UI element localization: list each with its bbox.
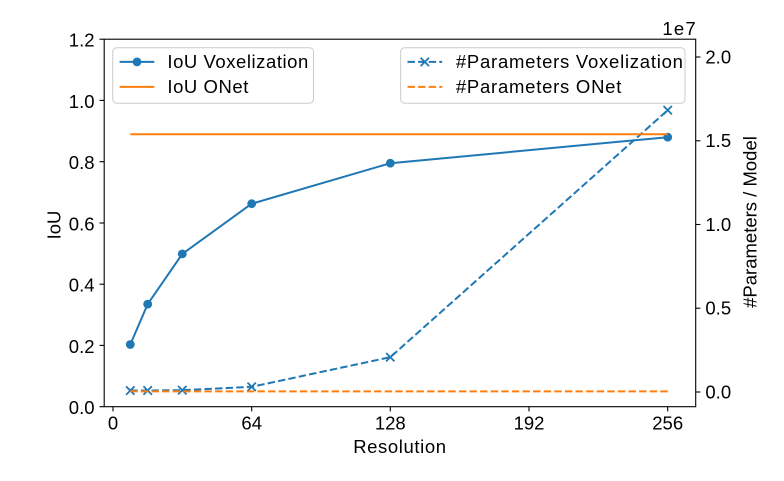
svg-text:IoU ONet: IoU ONet [167, 76, 249, 97]
svg-text:0.5: 0.5 [705, 298, 731, 319]
svg-text:64: 64 [241, 412, 262, 433]
svg-text:#Parameters ONet: #Parameters ONet [456, 76, 622, 97]
svg-text:128: 128 [375, 412, 406, 433]
svg-text:IoU Voxelization: IoU Voxelization [167, 51, 308, 72]
svg-text:0.4: 0.4 [69, 275, 95, 296]
svg-text:1.2: 1.2 [69, 30, 95, 51]
svg-text:0: 0 [108, 412, 118, 433]
svg-text:#Parameters Voxelization: #Parameters Voxelization [456, 51, 684, 72]
svg-text:0.6: 0.6 [69, 213, 95, 234]
svg-text:1.0: 1.0 [69, 91, 95, 112]
svg-text:256: 256 [652, 412, 683, 433]
svg-text:#Parameters / Model: #Parameters / Model [740, 136, 761, 308]
svg-text:0.8: 0.8 [69, 152, 95, 173]
svg-text:Resolution: Resolution [353, 436, 446, 457]
svg-text:1.5: 1.5 [705, 130, 731, 151]
svg-text:2.0: 2.0 [705, 46, 731, 67]
svg-text:192: 192 [514, 412, 545, 433]
svg-text:1.0: 1.0 [705, 214, 731, 235]
svg-text:1e7: 1e7 [662, 18, 696, 39]
svg-text:IoU: IoU [44, 211, 65, 240]
svg-text:0.0: 0.0 [69, 397, 95, 418]
svg-text:0.0: 0.0 [705, 381, 731, 402]
svg-text:0.2: 0.2 [69, 336, 95, 357]
